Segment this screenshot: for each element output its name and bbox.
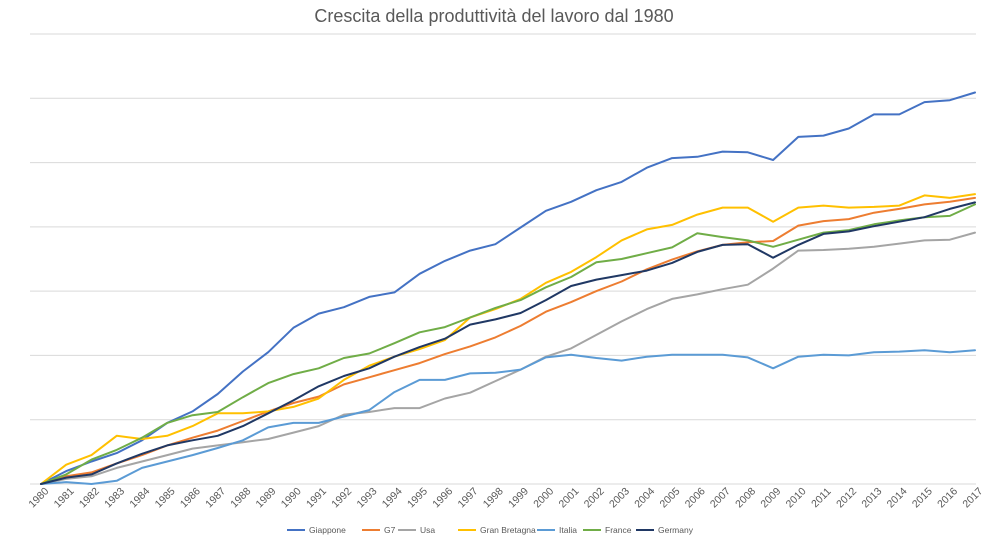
x-tick-label: 1994	[380, 485, 405, 510]
series-line-france	[40, 203, 976, 485]
x-tick-label: 1999	[506, 485, 531, 510]
x-tick-label: 2000	[531, 485, 556, 510]
x-tick-label: 2011	[809, 486, 834, 511]
x-tick-label: 1997	[456, 485, 481, 510]
x-tick-label: 2006	[683, 485, 708, 510]
legend-label: G7	[384, 525, 396, 535]
x-tick-label: 2013	[859, 485, 884, 510]
x-tick-label: 1988	[228, 485, 253, 510]
x-tick-label: 2015	[910, 485, 935, 510]
x-tick-label: 1983	[102, 485, 127, 510]
series-line-germany	[40, 201, 976, 485]
series-line-giappone	[40, 91, 976, 485]
x-tick-label: 1992	[329, 485, 354, 510]
x-tick-label: 1990	[279, 485, 304, 510]
x-tick-label: 2003	[607, 485, 632, 510]
legend-label: Italia	[559, 525, 577, 535]
x-tick-label: 2016	[935, 485, 960, 510]
series-line-italia	[40, 349, 976, 485]
chart-title: Crescita della produttività del lavoro d…	[314, 6, 674, 26]
x-tick-label: 2009	[758, 485, 783, 510]
series-line-usa	[40, 231, 976, 485]
series-line-g7	[40, 196, 976, 485]
x-tick-label: 1982	[77, 485, 102, 510]
legend-label: Usa	[420, 525, 435, 535]
legend-label: Germany	[658, 525, 694, 535]
x-tick-label: 1987	[203, 485, 228, 510]
x-tick-label: 1996	[430, 485, 455, 510]
x-tick-label: 1998	[481, 485, 506, 510]
x-tick-label: 2010	[784, 485, 809, 510]
x-tick-label: 1980	[26, 485, 51, 510]
legend-label: Gran Bretagna	[480, 525, 536, 535]
x-tick-label: 2014	[885, 485, 910, 510]
legend: Giappone G7 Usa Gran Bretagna Italia France Ge…	[287, 525, 694, 535]
gridlines	[30, 33, 976, 485]
x-tick-label: 1989	[254, 485, 279, 510]
x-tick-label: 2002	[582, 485, 607, 510]
x-tick-label: 2008	[733, 485, 758, 510]
x-tick-label: 1991	[304, 485, 329, 510]
x-tick-label: 1995	[405, 485, 430, 510]
x-tick-label: 2004	[632, 485, 657, 510]
x-axis-tick-labels: 1980 1981 1982 1983 1984 1985 1986 1987 1988 1989…	[26, 485, 985, 510]
x-tick-label: 2017	[960, 485, 985, 510]
series-lines	[40, 91, 976, 485]
legend-label: France	[605, 525, 632, 535]
x-tick-label: 1981	[52, 485, 77, 510]
x-tick-label: 2012	[834, 485, 859, 510]
x-tick-label: 2001	[556, 485, 581, 510]
x-tick-label: 1986	[178, 485, 203, 510]
x-tick-label: 1993	[355, 485, 380, 510]
x-tick-label: 2007	[708, 485, 733, 510]
x-tick-label: 1984	[127, 485, 152, 510]
legend-label: Giappone	[309, 525, 346, 535]
x-tick-label: 2005	[657, 485, 682, 510]
x-tick-label: 1985	[153, 485, 178, 510]
